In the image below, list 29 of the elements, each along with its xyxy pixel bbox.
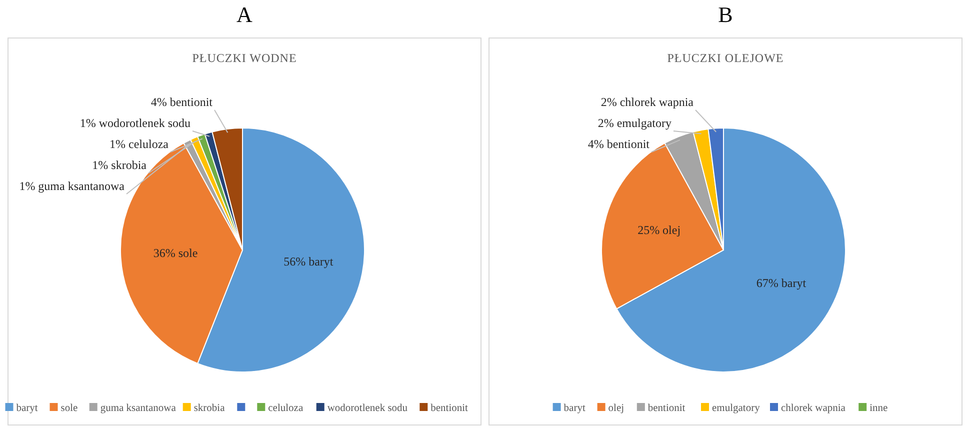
data-label: 67% baryt [756, 276, 807, 290]
legend-label: guma ksantanowa [100, 403, 176, 414]
data-label: 2% chlorek wapnia [600, 95, 694, 109]
legend-label: baryt [16, 403, 38, 414]
legend-label: wodorotlenek sodu [327, 403, 408, 414]
data-label: 1% celuloza [110, 137, 170, 151]
data-label: 25% olej [638, 223, 681, 238]
chart-subtitle: A [236, 2, 253, 27]
legend-label: celuloza [268, 403, 304, 414]
data-label: 36% sole [153, 246, 198, 260]
legend-label: bentionit [648, 403, 686, 414]
data-label: 2% emulgatory [598, 116, 672, 130]
chart-title: PŁUCZKI OLEJOWE [667, 51, 784, 65]
legend-label: emulgatory [712, 403, 761, 414]
data-label: 4% bentionit [588, 137, 650, 151]
legend-label: bentionit [430, 403, 468, 414]
legend-label: baryt [564, 403, 586, 414]
legend-label: sole [60, 403, 78, 414]
data-label: 4% bentionit [150, 95, 214, 109]
data-label: 1% wodorotlenek sodu [80, 116, 190, 130]
chart-subtitle: B [718, 2, 733, 27]
data-label: 1% guma ksantanowa [19, 179, 126, 193]
data-label: 56% baryt [284, 254, 334, 268]
legend-label: inne [870, 403, 888, 414]
legend-label: olej [608, 403, 624, 414]
chart-title: PŁUCZKI WODNE [192, 51, 297, 65]
legend-label: chlorek wapnia [781, 403, 846, 414]
data-label: 1% skrobia [92, 158, 148, 172]
legend-label: skrobia [194, 403, 226, 414]
